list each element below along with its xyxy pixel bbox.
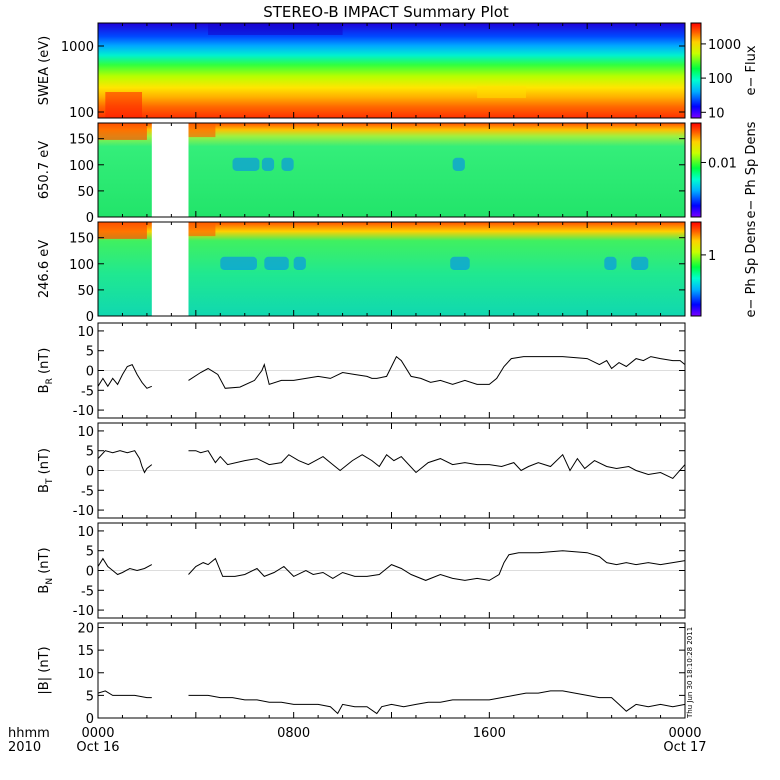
y-tick-label: 0 xyxy=(86,565,94,580)
y-tick-label: -10 xyxy=(73,504,94,519)
y-tick-label: 5 xyxy=(86,545,94,560)
colorbar-tick-label: 1 xyxy=(708,249,716,264)
colorbar xyxy=(690,122,702,218)
depletion-blob xyxy=(261,157,275,171)
y-tick-label: 100 xyxy=(69,159,94,174)
y-tick-label: 10 xyxy=(77,325,94,340)
y-axis-label: 246.6 eV xyxy=(37,240,52,298)
y-tick-label: 5 xyxy=(86,445,94,460)
series-line xyxy=(97,690,152,699)
series-line xyxy=(188,355,686,389)
y-tick-label: 0 xyxy=(86,365,94,380)
y-tick-label: 1000 xyxy=(61,40,94,55)
panel-4: -10 -5 0 5 10 BR (nT) xyxy=(37,322,686,419)
panel-frame xyxy=(97,622,686,719)
y-tick-label: 50 xyxy=(77,284,94,299)
depletion-blob xyxy=(232,157,260,171)
y-axis-label: SWEA (eV) xyxy=(37,36,52,105)
y-tick-label: 0 xyxy=(86,465,94,480)
swea-enhanced-flux xyxy=(105,92,143,118)
y-tick-label: -5 xyxy=(81,384,94,399)
pad-spectrogram xyxy=(98,222,685,316)
pad-strahl-patch xyxy=(98,123,147,140)
swea-spectrogram xyxy=(98,23,685,118)
panel-3: 1 e− Ph Sp Dens 0 50 100 150 246.6 eV xyxy=(37,220,759,325)
colorbar-tick-label: 100 xyxy=(708,72,733,87)
pad-strahl-patch xyxy=(98,222,147,239)
pad-spectrogram xyxy=(98,123,685,217)
depletion-blob xyxy=(293,256,306,270)
y-axis-label: 650.7 eV xyxy=(37,141,52,199)
depletion-blob xyxy=(220,256,257,270)
y-tick-label: 100 xyxy=(69,258,94,273)
y-tick-label: 10 xyxy=(77,525,94,540)
y-tick-label: 150 xyxy=(69,133,94,148)
y-tick-label: 10 xyxy=(77,425,94,440)
x-tick-label: 1600 xyxy=(473,726,506,741)
colorbar-tick-label: 1000 xyxy=(708,38,741,53)
y-tick-label: 5 xyxy=(86,689,94,704)
series-line xyxy=(188,550,686,581)
swea-yellow-band xyxy=(477,86,527,98)
panel-6: -10 -5 0 5 10 BN (nT) xyxy=(37,522,686,619)
depletion-blob xyxy=(450,256,470,270)
y-axis-label: BN (nT) xyxy=(37,547,55,593)
series-line xyxy=(97,363,152,389)
y-tick-label: 20 xyxy=(77,622,94,637)
y-axis-label: |B| (nT) xyxy=(37,646,52,694)
y-tick-label: 10 xyxy=(77,667,94,682)
y-tick-label: 100 xyxy=(69,106,94,121)
y-tick-label: 0 xyxy=(86,712,94,727)
x-tick-label: 0800 xyxy=(277,726,310,741)
depletion-blob xyxy=(631,256,649,270)
y-tick-label: 150 xyxy=(69,232,94,247)
panel-5: -10 -5 0 5 10 BT (nT) xyxy=(37,422,686,519)
y-tick-label: 0 xyxy=(86,211,94,226)
y-tick-label: 0 xyxy=(86,310,94,325)
series-line xyxy=(97,450,153,474)
colorbar xyxy=(690,22,702,119)
series-line xyxy=(188,450,686,480)
depletion-blob xyxy=(281,157,294,171)
colorbar-label: e− Ph Sp Dens xyxy=(744,220,759,317)
x-tick-label: 0000 xyxy=(81,726,114,741)
panel-2: 0.01 e− Ph Sp Dens 0 50 100 150 650.7 eV xyxy=(37,121,759,226)
colorbar-label: e− Ph Sp Dens xyxy=(744,121,759,218)
figure-title: STEREO-B IMPACT Summary Plot xyxy=(263,3,509,21)
depletion-blob xyxy=(452,157,465,171)
x-date-label: Oct 16 xyxy=(76,740,119,755)
depletion-blob xyxy=(604,256,617,270)
plot-timestamp: Thu Jun 30 18:10:28 2011 xyxy=(686,627,694,719)
y-tick-label: 15 xyxy=(77,644,94,659)
y-axis-label: BR (nT) xyxy=(37,348,55,394)
x-tick-label: 0000 xyxy=(668,726,701,741)
y-axis-label: BT (nT) xyxy=(37,448,55,493)
y-tick-label: -5 xyxy=(81,484,94,499)
colorbar-tick-label: 10 xyxy=(708,106,725,121)
pad-strahl-patch xyxy=(188,123,216,138)
y-tick-label: -5 xyxy=(81,584,94,599)
colorbar-label: e− Flux xyxy=(744,45,759,95)
data-gap xyxy=(151,123,189,217)
x-date-label: Oct 17 xyxy=(663,740,706,755)
swea-low-flux xyxy=(208,23,343,35)
series-line xyxy=(97,557,153,576)
series-line xyxy=(188,690,686,715)
y-tick-label: 5 xyxy=(86,345,94,360)
year-label: 2010 xyxy=(8,740,41,755)
y-tick-label: 50 xyxy=(77,185,94,200)
colorbar xyxy=(690,221,702,317)
pad-strahl-patch xyxy=(188,222,216,237)
y-tick-label: -10 xyxy=(73,404,94,419)
hhmm-label: hhmm xyxy=(8,726,50,741)
data-gap xyxy=(151,222,189,316)
panel-7: 0 5 10 15 20 |B| (nT) xyxy=(37,622,686,727)
colorbar-tick-label: 0.01 xyxy=(708,156,737,171)
y-tick-label: -10 xyxy=(73,604,94,619)
depletion-blob xyxy=(264,256,289,270)
